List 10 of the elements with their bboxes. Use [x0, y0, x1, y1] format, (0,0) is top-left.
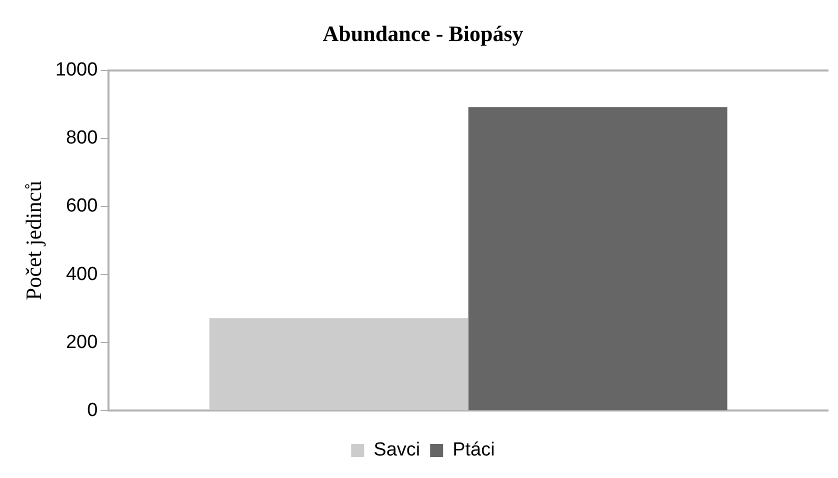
y-tick-label: 600	[66, 196, 98, 217]
legend-label: Savci	[374, 440, 420, 461]
y-tick-label: 400	[66, 264, 98, 285]
chart-title: Abundance - Biopásy	[322, 20, 524, 46]
legend-label: Ptáci	[452, 440, 495, 461]
y-tick-label: 0	[87, 400, 98, 421]
y-tick-label: 1000	[55, 60, 98, 81]
y-axis-title: Počet jedinců	[20, 180, 46, 300]
y-tick-label: 200	[66, 332, 98, 353]
y-tick-label: 800	[66, 128, 98, 149]
